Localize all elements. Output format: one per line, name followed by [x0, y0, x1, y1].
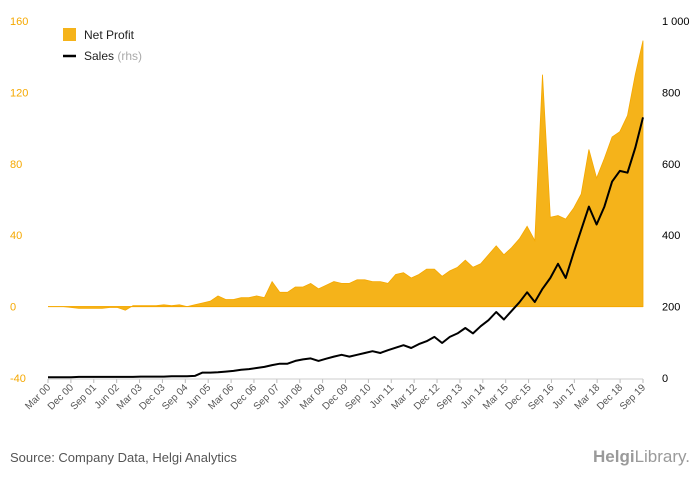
right-axis: 1 000 800 600 400 200 0 — [662, 16, 690, 385]
right-tick-label: 0 — [662, 373, 668, 385]
x-tick-label: Sep 13 — [435, 382, 465, 412]
brand-bold: Helgi — [593, 447, 635, 466]
left-tick-label: 120 — [10, 87, 28, 99]
legend: Net Profit Sales (rhs) — [63, 28, 142, 63]
brand-logo: HelgiLibrary. — [593, 447, 690, 467]
left-tick-label: 160 — [10, 16, 28, 28]
right-tick-label: 800 — [662, 87, 680, 99]
left-tick-label: 0 — [10, 302, 16, 314]
x-tick-label: Sep 10 — [343, 382, 373, 412]
legend-label-sales-note: (rhs) — [117, 49, 142, 63]
x-tick-label: Sep 19 — [618, 382, 648, 412]
right-tick-label: 200 — [662, 302, 680, 314]
left-tick-label: -40 — [10, 373, 26, 385]
left-tick-label: 40 — [10, 230, 22, 242]
right-tick-label: 600 — [662, 159, 680, 171]
x-tick-label: Sep 01 — [69, 382, 99, 412]
left-tick-label: 80 — [10, 159, 22, 171]
plot-area — [48, 40, 644, 380]
legend-swatch-net-profit — [63, 28, 76, 41]
legend-label-sales: Sales (rhs) — [84, 49, 142, 63]
net-profit-area — [48, 40, 644, 311]
sales-line — [48, 117, 644, 379]
left-axis: 160 120 80 40 0 -40 — [10, 16, 28, 385]
x-tick-label: Sep 16 — [526, 382, 556, 412]
brand-rest: Library. — [634, 447, 690, 466]
source-note: Source: Company Data, Helgi Analytics — [10, 450, 237, 465]
x-tick-label: Sep 07 — [252, 382, 282, 412]
right-tick-label: 400 — [662, 230, 680, 242]
legend-label-net-profit: Net Profit — [84, 28, 135, 42]
right-tick-label: 1 000 — [662, 16, 690, 28]
x-tick-label: Sep 04 — [160, 382, 190, 412]
